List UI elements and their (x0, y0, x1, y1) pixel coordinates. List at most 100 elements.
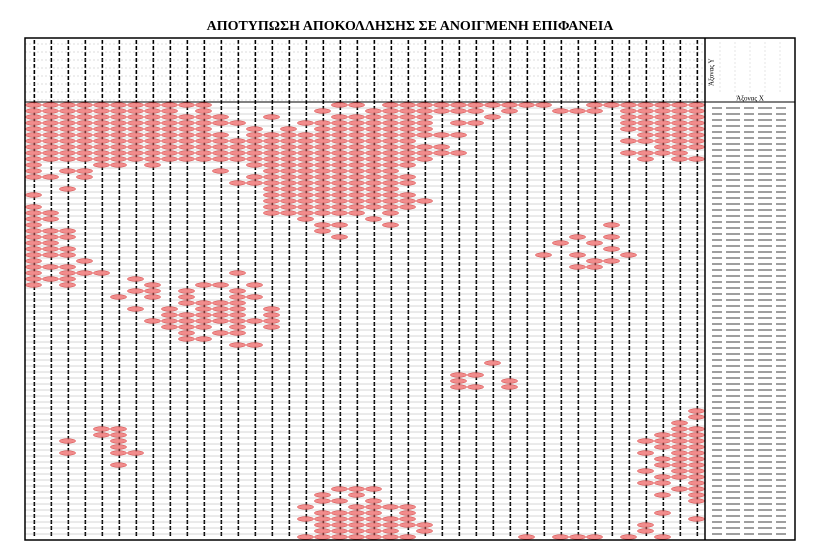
marked-cell (127, 144, 144, 150)
marked-cell (365, 522, 382, 528)
marked-cell (59, 144, 76, 150)
marked-cell (365, 528, 382, 534)
marked-cell (25, 270, 42, 276)
marked-cell (637, 438, 654, 444)
marked-cell (25, 264, 42, 270)
marked-cell (331, 204, 348, 210)
marked-cell (348, 510, 365, 516)
marked-cell (671, 150, 688, 156)
marked-cell (314, 174, 331, 180)
marked-cell (586, 102, 603, 108)
marked-cell (25, 114, 42, 120)
marked-cell (93, 432, 110, 438)
marked-cell (76, 144, 93, 150)
marked-cell (654, 510, 671, 516)
marked-cell (297, 504, 314, 510)
marked-cell (688, 408, 705, 414)
marked-cell (280, 210, 297, 216)
marked-cell (110, 294, 127, 300)
marked-cell (297, 120, 314, 126)
marked-cell (229, 294, 246, 300)
marked-cell (59, 276, 76, 282)
marked-cell (195, 300, 212, 306)
marked-cell (365, 192, 382, 198)
marked-cell (382, 150, 399, 156)
marked-cell (59, 132, 76, 138)
marked-cell (365, 498, 382, 504)
marked-cell (348, 138, 365, 144)
marked-cell (110, 432, 127, 438)
marked-cell (382, 114, 399, 120)
marked-cell (144, 318, 161, 324)
marked-cell (331, 156, 348, 162)
marked-cell (263, 168, 280, 174)
marked-cell (382, 138, 399, 144)
marked-cell (212, 312, 229, 318)
marked-cell (518, 102, 535, 108)
marked-cell (246, 180, 263, 186)
marked-cell (178, 132, 195, 138)
marked-cell (654, 120, 671, 126)
marked-cell (399, 174, 416, 180)
marked-cell (399, 138, 416, 144)
marked-cell (76, 168, 93, 174)
marked-cell (297, 534, 314, 540)
marked-cell (110, 138, 127, 144)
marked-cell (212, 168, 229, 174)
marked-cell (637, 102, 654, 108)
marked-cell (484, 114, 501, 120)
marked-cell (195, 102, 212, 108)
marked-cell (365, 150, 382, 156)
marked-cell (399, 156, 416, 162)
marked-cell (59, 120, 76, 126)
marked-cell (450, 108, 467, 114)
marked-cell (59, 114, 76, 120)
marked-cell (467, 102, 484, 108)
marked-cell (467, 108, 484, 114)
marked-cell (297, 168, 314, 174)
marked-cell (450, 384, 467, 390)
marked-cell (25, 204, 42, 210)
marked-cell (110, 144, 127, 150)
marked-cell (280, 192, 297, 198)
marked-cell (212, 114, 229, 120)
marked-cell (59, 102, 76, 108)
marked-cell (586, 240, 603, 246)
marked-cell (195, 108, 212, 114)
marked-cell (671, 126, 688, 132)
marked-cell (144, 108, 161, 114)
marked-cell (25, 210, 42, 216)
marked-cell (637, 156, 654, 162)
marked-cell (348, 144, 365, 150)
marked-cell (399, 510, 416, 516)
marked-cell (671, 474, 688, 480)
marked-cell (314, 498, 331, 504)
marked-cell (586, 258, 603, 264)
marked-cell (212, 318, 229, 324)
marked-cell (178, 120, 195, 126)
marked-cell (25, 150, 42, 156)
marked-cell (195, 282, 212, 288)
marked-cell (637, 138, 654, 144)
marked-cell (348, 534, 365, 540)
marked-cell (93, 108, 110, 114)
marked-cell (552, 108, 569, 114)
marked-cell (654, 144, 671, 150)
marked-cell (297, 180, 314, 186)
marked-cell (399, 180, 416, 186)
marked-cell (348, 210, 365, 216)
marked-cell (280, 144, 297, 150)
marked-cell (620, 108, 637, 114)
marked-cell (127, 288, 144, 294)
marked-cell (314, 180, 331, 186)
marked-cell (654, 444, 671, 450)
marked-cell (399, 198, 416, 204)
marked-cell (263, 114, 280, 120)
marked-cell (110, 438, 127, 444)
marked-cell (297, 144, 314, 150)
marked-cell (212, 132, 229, 138)
marked-cell (416, 126, 433, 132)
marked-cell (399, 102, 416, 108)
marked-cell (246, 318, 263, 324)
marked-cell (637, 468, 654, 474)
